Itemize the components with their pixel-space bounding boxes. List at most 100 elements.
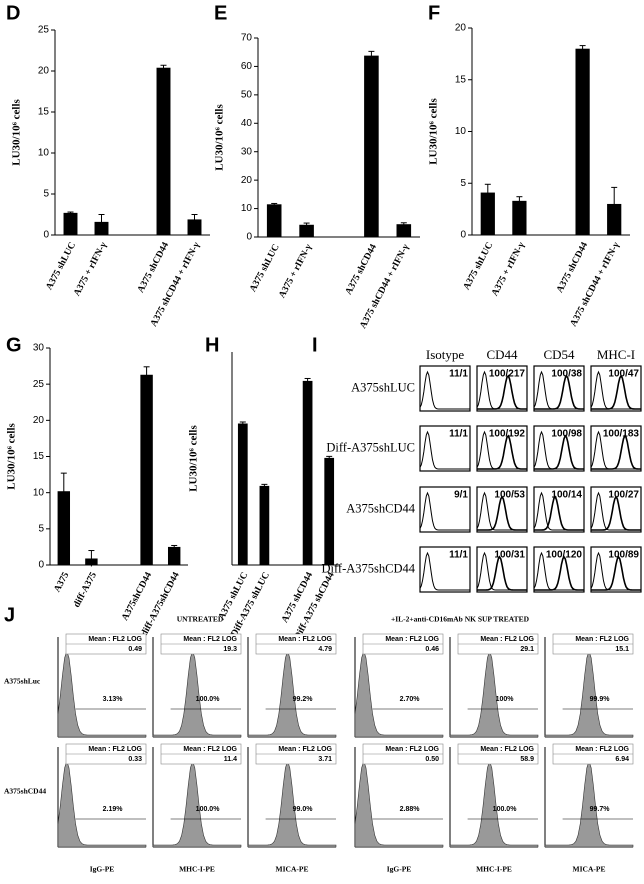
bar (187, 219, 202, 235)
isotype-curve (419, 551, 470, 591)
bar (302, 380, 313, 565)
mean-value: 4.79 (318, 646, 332, 653)
x-axis-label: MHC-I-PE (476, 865, 512, 874)
y-tick-label: 10 (33, 487, 45, 498)
x-tick-label: diff-A375 (72, 571, 99, 610)
histogram (449, 759, 539, 848)
cell-value: 100/31 (494, 550, 525, 561)
y-tick-label: 0 (43, 230, 49, 241)
histogram (57, 759, 147, 848)
mean-value: 3.71 (318, 756, 332, 763)
stat-header: Mean : FL2 LOG (480, 636, 534, 643)
condition-header: +IL-2+anti-CD16mAb NK SUP TREATED (391, 615, 530, 624)
y-tick-label: 15 (38, 107, 50, 118)
histogram-box (419, 486, 471, 533)
error-bar (160, 64, 167, 71)
row-label: A375shLUC (351, 380, 415, 394)
histogram-box (419, 546, 471, 593)
marker-curve (477, 495, 527, 531)
x-tick-label: A375 shCD44 (344, 243, 379, 297)
mean-value: 0.46 (425, 646, 439, 653)
error-bar (271, 202, 278, 206)
x-axis-label: IgG-PE (387, 865, 412, 874)
y-tick-label: 70 (241, 33, 253, 44)
gate-percent: 100% (496, 696, 515, 703)
marker-curve (477, 374, 527, 410)
bar (259, 485, 270, 565)
marker-curve (534, 555, 584, 591)
condition-header: UNTREATED (177, 615, 224, 624)
gate-percent: 2.70% (400, 696, 421, 703)
error-bar (67, 211, 74, 214)
error-bar (98, 214, 105, 230)
error-bar (484, 183, 491, 201)
bar (63, 212, 78, 235)
x-tick-label: A375 + rIFN-γ (72, 240, 109, 298)
histogram-box (590, 425, 642, 472)
y-tick-label: 10 (241, 203, 253, 214)
histogram (544, 759, 634, 848)
histogram (152, 759, 242, 848)
column-header: Isotype (426, 347, 465, 362)
y-tick-label: 20 (38, 66, 50, 77)
error-bar (303, 222, 310, 227)
histogram-box (419, 425, 471, 472)
error-bar (239, 421, 246, 426)
histogram-box (476, 546, 528, 593)
x-tick-label: A375 shLUC (45, 241, 79, 292)
cell-value: 100/98 (551, 429, 582, 440)
panel-label: J (4, 604, 15, 626)
histogram-box (533, 546, 585, 593)
x-tick-label: Diff-A375 shCD44 (293, 571, 337, 642)
bar (237, 423, 248, 565)
histogram (247, 649, 337, 738)
y-axis-label: LU30/10⁶ cells (188, 425, 200, 492)
cell-value: 9/1 (454, 490, 468, 501)
bar (324, 457, 335, 565)
x-tick-label: A375 (53, 571, 72, 595)
error-bar (261, 483, 268, 488)
x-tick-label: A375 shLUC (462, 241, 496, 292)
error-bar (304, 377, 311, 384)
histogram-box (476, 486, 528, 533)
error-bar (400, 222, 407, 226)
histogram (354, 759, 444, 848)
stat-header: Mean : FL2 LOG (183, 636, 237, 643)
gate-percent: 2.88% (400, 806, 421, 813)
y-tick-label: 15 (33, 451, 45, 462)
histogram-box (533, 425, 585, 472)
y-axis-label: LU30/10⁶ cells (428, 98, 440, 165)
bar (299, 224, 314, 237)
gate-percent: 100.0% (196, 806, 221, 813)
x-axis-label: MICA-PE (276, 865, 309, 874)
bar (140, 374, 153, 565)
marker-curve (534, 434, 584, 470)
isotype-curve (419, 370, 470, 410)
cell-value: 11/1 (449, 369, 468, 380)
bar (575, 48, 590, 236)
histogram (449, 649, 539, 738)
histogram-box (419, 365, 471, 412)
gate-percent: 2.19% (103, 806, 124, 813)
row-label: A375shCD44 (346, 501, 416, 515)
stat-header: Mean : FL2 LOG (278, 636, 332, 643)
y-tick-label: 5 (43, 189, 49, 200)
error-bar (579, 45, 586, 52)
x-tick-label: A375 shCD44 (555, 241, 590, 295)
histogram-box (590, 546, 642, 593)
y-tick-label: 0 (38, 560, 44, 571)
error-bar (171, 544, 178, 549)
x-tick-label: A375 shCD44 (136, 241, 171, 295)
row-label: A375shLuc (4, 677, 41, 686)
cell-value: 100/89 (608, 550, 639, 561)
stat-header: Mean : FL2 LOG (575, 636, 629, 643)
row-label: Diff-A375shLUC (326, 440, 415, 454)
histogram-box (590, 486, 642, 533)
cell-value: 100/27 (608, 490, 639, 501)
histogram (57, 649, 147, 738)
gate-percent: 99.9% (590, 696, 611, 703)
row-label: Diff-A375shCD44 (321, 561, 415, 575)
y-tick-label: 25 (38, 25, 50, 36)
stat-header: Mean : FL2 LOG (575, 746, 629, 753)
y-tick-label: 0 (246, 232, 252, 243)
